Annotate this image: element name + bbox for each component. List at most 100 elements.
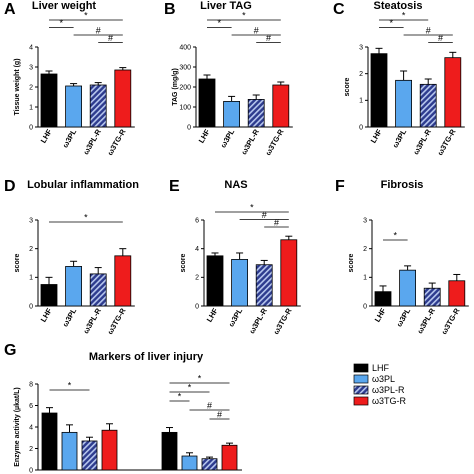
x-tick-label: LHF	[39, 306, 54, 323]
bar-ω3PL-R	[423, 287, 441, 307]
y-tick-label: 3	[29, 217, 33, 224]
panel-g: G Markers of liver injury 0 2 4 6 8 Enzyme acti…	[4, 342, 242, 474]
bar-ω3PL-R	[419, 83, 437, 128]
y-tick-label: 1	[363, 275, 367, 282]
y-axis-label: Tissue weight (g)	[14, 58, 21, 115]
y-axis-label: score	[344, 78, 351, 97]
x-tick-label: ω3PL	[394, 306, 412, 328]
legend-label: ω3TG-R	[372, 396, 407, 406]
bar-ω3PL	[65, 85, 82, 128]
x-tick-label: LHF	[369, 127, 384, 144]
significance-label: *	[250, 203, 254, 213]
y-tick-label: 1	[359, 98, 363, 105]
y-tick-label: 6	[195, 217, 199, 224]
bar-LHF	[370, 53, 388, 128]
panel-letter: A	[4, 1, 16, 18]
y-tick-label: 1	[29, 275, 33, 282]
y-tick-label: 4	[29, 44, 33, 51]
bar-ω3PL-R	[247, 99, 265, 128]
y-tick-label: 0	[187, 124, 191, 131]
x-tick-label: ω3PL-R	[239, 127, 261, 156]
y-tick-label: 100	[179, 104, 191, 111]
bar-ω3PL	[399, 269, 417, 307]
panel-b: B Liver TAG 0 100 200 300 400 TAG (mg/g) LHF ω3PL…	[164, 0, 293, 157]
significance-label: *	[242, 11, 246, 21]
x-tick-label: ω3TG-R	[271, 306, 294, 336]
bar-ω3PL	[181, 455, 198, 471]
panel-title: Markers of liver injury	[89, 351, 204, 363]
bar-ω3TG-R	[221, 444, 238, 471]
y-tick-label: 3	[359, 44, 363, 51]
significance-label: #	[262, 210, 267, 220]
bar-ω3PL-R	[89, 84, 107, 128]
legend-label: ω3PL-R	[372, 385, 405, 395]
y-tick-label: 4	[29, 424, 33, 431]
significance-label: *	[198, 374, 202, 384]
y-axis-label: score	[348, 254, 355, 273]
bar-ω3TG-R	[448, 280, 466, 307]
bar-LHF	[41, 412, 58, 471]
y-tick-label: 2	[29, 446, 33, 453]
x-tick-label: ω3PL-R	[411, 127, 433, 156]
bar-ω3PL-R	[89, 273, 107, 307]
significance-label: *	[68, 381, 72, 391]
y-tick-label: 1	[29, 104, 33, 111]
y-axis-label: TAG (mg/g)	[172, 68, 179, 106]
significance-label: *	[60, 18, 64, 28]
y-tick-label: 400	[179, 44, 191, 51]
x-tick-label: ω3PL-R	[247, 306, 269, 335]
y-tick-label: 3	[363, 217, 367, 224]
y-tick-label: 6	[29, 403, 33, 410]
y-axis-label: score	[180, 254, 187, 273]
y-tick-label: 0	[29, 124, 33, 131]
significance-label: *	[84, 11, 88, 21]
panel-f: F Fibrosis 0 1 2 3 score LHF ω3PL ω3PL-R ω3TG-R *	[335, 178, 469, 336]
legend-swatch	[353, 385, 369, 395]
panel-e: E NAS 0 2 4 6 score LHF ω3PL ω3PL-R ω3TG-R * # #	[169, 178, 301, 336]
bar-ω3TG-R	[444, 57, 462, 128]
significance-label: *	[394, 231, 398, 241]
x-tick-label: LHF	[205, 306, 220, 323]
significance-label: *	[218, 18, 222, 28]
significance-label: #	[274, 218, 279, 228]
bar-LHF	[161, 431, 178, 471]
bar-ω3PL	[223, 101, 241, 128]
significance-label: #	[96, 26, 101, 36]
y-axis-label: score	[14, 254, 21, 273]
bar-ω3PL	[231, 259, 249, 307]
y-axis-label: Enzyme activity (µkat/L)	[14, 387, 21, 467]
x-tick-label: LHF	[197, 127, 212, 144]
x-tick-label: ω3PL	[390, 127, 408, 149]
significance-label: #	[207, 401, 212, 411]
bar-LHF	[198, 78, 216, 128]
y-tick-label: 4	[195, 246, 199, 253]
panel-letter: B	[164, 1, 176, 18]
bar-LHF	[374, 291, 392, 307]
legend-swatch	[353, 374, 369, 384]
y-tick-label: 0	[195, 303, 199, 310]
y-tick-label: 0	[29, 303, 33, 310]
x-tick-label: ω3TG-R	[105, 127, 128, 157]
y-tick-label: 2	[29, 246, 33, 253]
panel-d: D Lobular inflammation 0 1 2 3 score LHF ω3PL ω3P…	[4, 178, 139, 336]
x-tick-label: LHF	[373, 306, 388, 323]
bar-LHF	[206, 255, 224, 307]
legend-swatch	[353, 396, 369, 406]
x-tick-label: ω3PL-R	[415, 306, 437, 335]
bar-ω3PL-R	[201, 458, 218, 471]
y-tick-label: 300	[179, 64, 191, 71]
x-tick-label: ω3PL	[218, 127, 236, 149]
y-tick-label: 0	[359, 124, 363, 131]
x-tick-label: ω3PL	[60, 127, 78, 149]
y-tick-label: 3	[29, 64, 33, 71]
y-tick-label: 2	[359, 71, 363, 78]
panel-letter: F	[335, 178, 345, 195]
x-tick-label: ω3PL-R	[81, 306, 103, 335]
x-tick-label: ω3PL-R	[81, 127, 103, 156]
panel-a: A Liver weight 0 1 2 3 4 Tissue weight (g) LHF ω3…	[4, 0, 135, 157]
panel-letter: D	[4, 178, 16, 195]
x-tick-label: LHF	[39, 127, 54, 144]
panel-letter: E	[169, 178, 180, 195]
significance-label: #	[438, 33, 443, 43]
